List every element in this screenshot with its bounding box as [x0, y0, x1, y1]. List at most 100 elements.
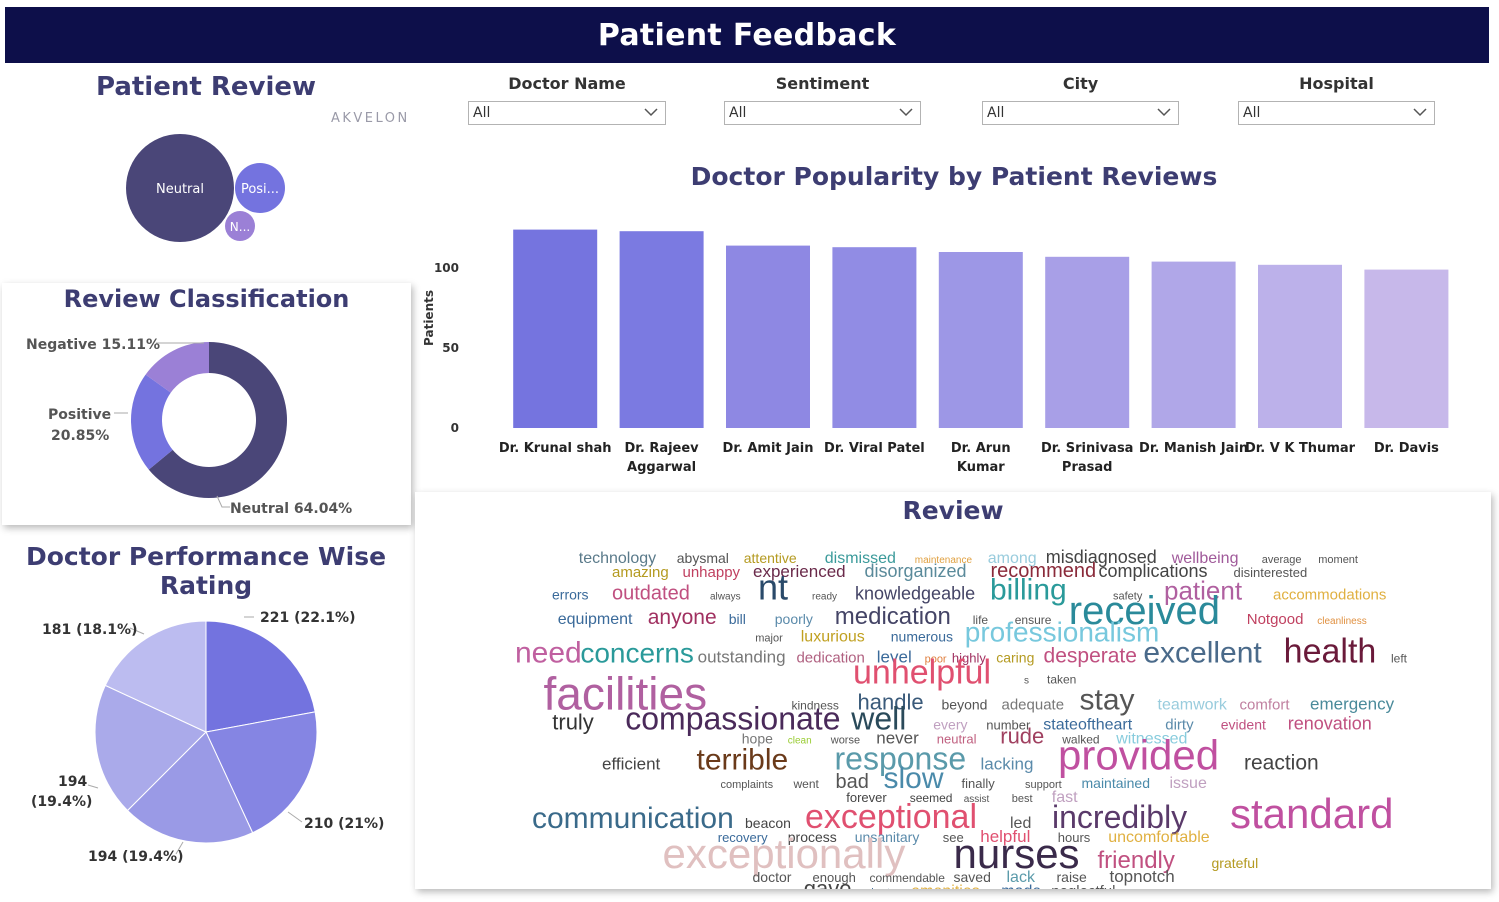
word-administrative: administrative — [780, 888, 940, 889]
y-tick-label: 50 — [442, 341, 459, 355]
pie-label-181: 181 (18.1%) — [42, 622, 137, 638]
word-unsanitary: unsanitary — [855, 829, 920, 845]
city-value: All — [987, 105, 1005, 121]
pie-slice-2[interactable] — [126, 731, 254, 844]
word-finally: finally — [962, 776, 996, 791]
word-standard: standard — [1230, 790, 1393, 837]
review-word-cloud: technology abysmal attentive dismissed maint… — [515, 547, 1408, 889]
bar-doctor-2[interactable] — [726, 245, 810, 428]
word-efficient: efficient — [602, 754, 661, 773]
word-beyond: beyond — [942, 697, 988, 713]
word-raise: raise — [1057, 869, 1088, 885]
bar-doctor-4[interactable] — [938, 252, 1023, 428]
donut-slice-neutral[interactable] — [148, 342, 287, 498]
word-left: left — [1391, 652, 1408, 666]
review-classification-card: Review Classification Negative 15.11% Po… — [2, 283, 411, 525]
word-anyone: anyone — [648, 606, 717, 629]
word-worse: worse — [830, 734, 860, 746]
x-tick-label: Dr. Manish Jain — [1139, 441, 1248, 456]
bar-doctor-6[interactable] — [1151, 261, 1236, 428]
word-luxurious: luxurious — [801, 628, 865, 645]
review-classification-title: Review Classification — [63, 285, 350, 313]
review-cloud-title: Review — [902, 496, 1004, 525]
y-axis-label: Patients — [422, 290, 436, 346]
word-nurses: nurses — [954, 830, 1080, 877]
word-health: health — [1284, 633, 1377, 671]
pie-label-194b-percent: (19.4%) — [31, 794, 92, 810]
word-accommodations: accommodations — [1273, 586, 1386, 603]
chevron-down-icon — [1413, 108, 1427, 117]
pie-slice-3[interactable] — [94, 684, 207, 812]
hospital-dropdown[interactable]: All — [1238, 101, 1435, 125]
word-communication: communication — [532, 802, 734, 835]
doctor-name-dropdown[interactable]: All — [468, 101, 666, 125]
review-classification-donut: Negative 15.11% Positive 20.85% Neutral … — [26, 337, 352, 517]
donut-slice-positive[interactable] — [131, 374, 173, 470]
x-tick-label: Dr. Amit Jain — [723, 441, 814, 456]
bar-doctor-8[interactable] — [1364, 269, 1449, 428]
word-patient: patient — [1164, 575, 1243, 605]
word-unhappy: unhappy — [683, 564, 741, 581]
word-technology: technology — [579, 550, 656, 567]
word-experienced: experienced — [753, 562, 846, 581]
x-tick-label: Dr. Arun — [951, 441, 1011, 456]
x-tick-label: Dr. Srinivasa — [1041, 441, 1134, 456]
filter-label-city: City — [1062, 74, 1099, 93]
bubble-positive[interactable]: Posi... — [235, 163, 285, 213]
word-facilities: facilities — [544, 668, 708, 720]
city-dropdown[interactable]: All — [982, 101, 1179, 125]
bar-doctor-5[interactable] — [1045, 256, 1130, 428]
word-outdated: outdated — [612, 582, 690, 604]
word-dedication: dedication — [796, 650, 864, 667]
word-slow: slow — [884, 762, 944, 795]
word-recommend: recommend — [991, 560, 1097, 582]
pie-slice-1[interactable] — [205, 711, 318, 834]
x-tick-label: Dr. Rajeev — [625, 441, 700, 456]
word-errors: errors — [552, 586, 589, 602]
bar-doctor-3[interactable] — [832, 247, 917, 428]
word-provided: provided — [1058, 731, 1219, 778]
word-gave: gave — [804, 876, 852, 889]
filter-label-hospital: Hospital — [1299, 74, 1374, 93]
sentiment-dropdown[interactable]: All — [724, 101, 921, 125]
word-moment: moment — [1318, 554, 1358, 566]
word-went: went — [793, 777, 820, 791]
donut-slice-negative[interactable] — [145, 342, 209, 393]
bubble-label-negative: N... — [230, 220, 250, 234]
x-tick-label: Dr. Davis — [1374, 441, 1439, 456]
doctor-name-value: All — [473, 105, 491, 121]
word-poorly: poorly — [775, 611, 813, 627]
word-process: process — [788, 829, 837, 845]
word-complaints: complaints — [721, 779, 774, 791]
pie-slice-0[interactable] — [205, 620, 316, 733]
word-witnessed: witnessed — [1115, 730, 1187, 747]
x-tick-label: Kumar — [957, 460, 1005, 475]
word-knowledgeable: knowledgeable — [855, 583, 975, 603]
pie-label-210: 210 (21%) — [304, 816, 384, 832]
word-abysmal: abysmal — [677, 550, 729, 566]
word-fast: fast — [1052, 789, 1078, 806]
bubble-negative[interactable]: N... — [225, 211, 255, 241]
word-renovation: renovation — [1288, 713, 1372, 733]
word-among: among — [988, 550, 1037, 567]
hospital-value: All — [1243, 105, 1261, 121]
word-cleanliness: cleanliness — [1317, 616, 1366, 627]
word-stay: stay — [1080, 684, 1135, 717]
x-tick-label: Dr. Viral Patel — [824, 441, 925, 456]
word-made: made — [1001, 883, 1041, 889]
bar-doctor-0[interactable] — [513, 229, 598, 428]
word-maintenance: maintenance — [915, 555, 973, 566]
bubble-neutral[interactable]: Neutral — [126, 134, 234, 242]
popularity-title: Doctor Popularity by Patient Reviews — [690, 162, 1218, 191]
word-attentive: attentive — [744, 550, 797, 566]
word-excellent: excellent — [1143, 637, 1262, 670]
bar-doctor-1[interactable] — [619, 231, 704, 428]
word-grateful: grateful — [1212, 855, 1259, 871]
chevron-down-icon — [899, 108, 913, 117]
word-helpful: helpful — [980, 827, 1030, 846]
word-caring: caring — [996, 650, 1034, 666]
pie-slice-4[interactable] — [104, 620, 207, 733]
word-nt: nt — [758, 566, 788, 607]
bar-doctor-7[interactable] — [1258, 264, 1342, 428]
word-well: well — [850, 700, 906, 736]
